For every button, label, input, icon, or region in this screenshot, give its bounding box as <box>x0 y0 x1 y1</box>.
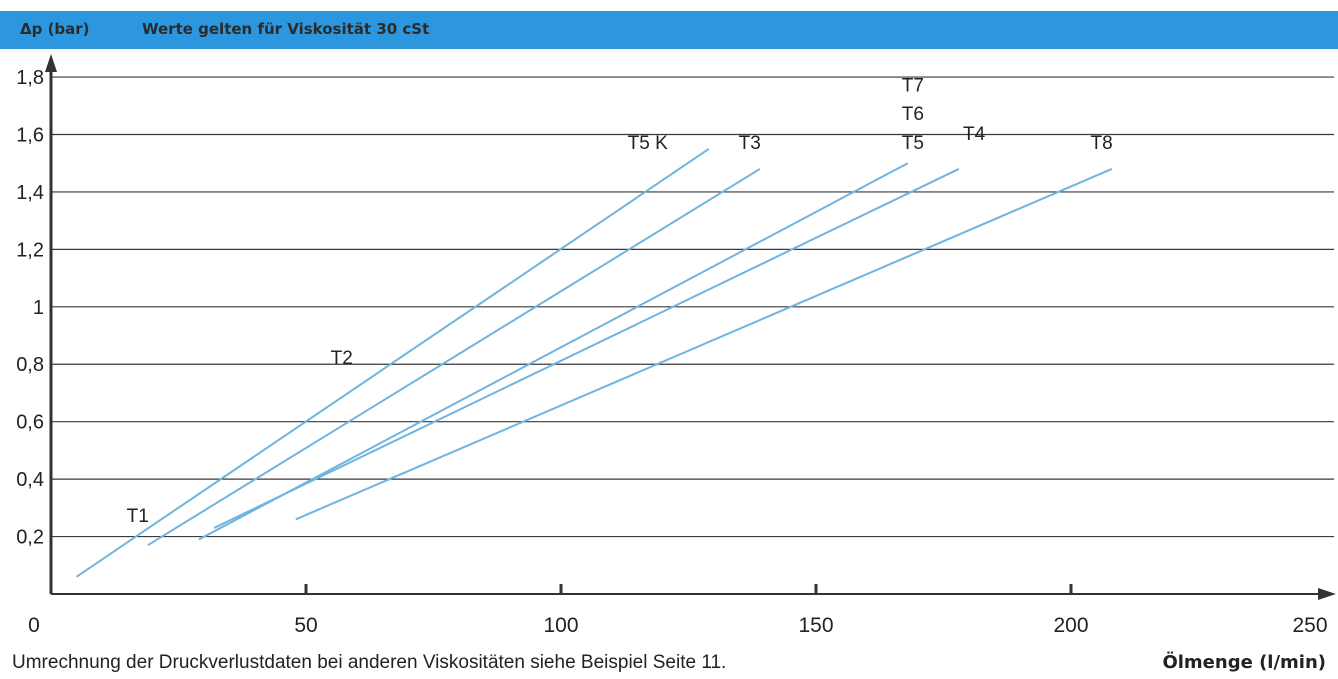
y-tick-label: 0,8 <box>16 354 44 376</box>
x-axis-title: Ölmenge (l/min) <box>1162 652 1326 673</box>
series-label: T5 K <box>628 133 668 154</box>
y-tick-label: 0,2 <box>16 527 44 549</box>
x-tick-label: 150 <box>798 614 833 637</box>
footer-note: Umrechnung der Druckverlustdaten bei and… <box>12 652 727 673</box>
series-label: T4 <box>963 124 986 145</box>
x-tick-labels: 0 50 100 150 200 250 <box>28 614 1327 637</box>
axes <box>45 54 1336 600</box>
series-label: T3 <box>739 133 761 154</box>
series-label: T1 <box>127 506 149 527</box>
y-tick-label: 1,8 <box>16 67 44 89</box>
x-tick-label: 250 <box>1292 614 1327 637</box>
x-tick-label: 0 <box>28 614 40 637</box>
chart-header-bar: Δp (bar) Werte gelten für Viskosität 30 … <box>0 11 1338 49</box>
y-axis-arrow <box>45 54 57 72</box>
viscosity-note: Werte gelten für Viskosität 30 cSt <box>142 20 430 38</box>
series-line-5 <box>295 168 1113 521</box>
y-tick-label: 1,2 <box>16 239 44 261</box>
series-layer <box>75 148 1113 578</box>
series-label: T7 <box>902 75 924 96</box>
series-label: T6 <box>902 104 924 125</box>
series-labels: T1 T2 T5 K T3 T7 T6 T5 T4 T8 <box>127 75 1113 527</box>
y-tick-label: 1,4 <box>16 182 44 204</box>
series-line-3 <box>198 162 909 541</box>
y-tick-label: 1 <box>33 297 44 319</box>
y-tick-label: 0,4 <box>16 469 44 491</box>
x-axis-arrow <box>1318 588 1336 600</box>
series-line-4 <box>213 168 960 529</box>
y-axis-title: Δp (bar) <box>20 20 90 38</box>
series-label: T5 <box>902 133 924 154</box>
series-line-1 <box>75 148 710 578</box>
y-tick-labels: 0,2 0,4 0,6 0,8 1 1,2 1,4 1,6 1,8 <box>16 67 44 549</box>
y-tick-label: 0,6 <box>16 412 44 434</box>
x-tick-label: 100 <box>543 614 578 637</box>
x-tick-label: 200 <box>1053 614 1088 637</box>
series-label: T8 <box>1091 133 1113 154</box>
series-line-2 <box>147 168 761 547</box>
grid-layer <box>51 76 1334 538</box>
x-tick-label: 50 <box>294 614 317 637</box>
series-label: T2 <box>331 348 353 369</box>
y-tick-label: 1,6 <box>16 124 44 146</box>
